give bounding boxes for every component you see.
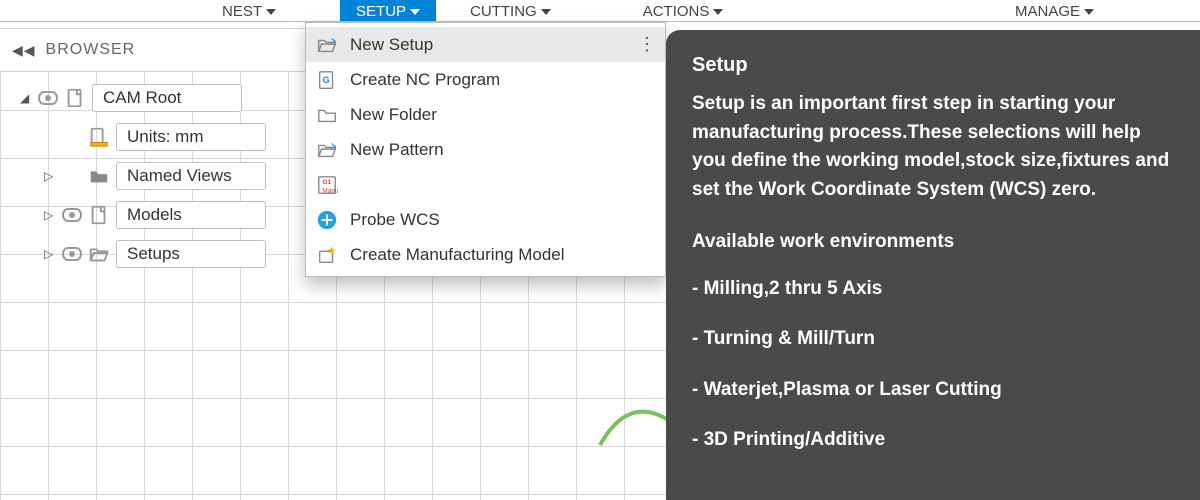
chevron-down-icon [410,9,420,15]
g-document-icon: G [316,69,338,91]
tooltip-env-item: - Waterjet,Plasma or Laser Cutting [692,376,1174,405]
menu-item-new-folder[interactable]: New Folder [306,97,665,132]
tree-label: CAM Root [92,84,242,112]
tree-row-units[interactable]: Units: mm [0,117,305,156]
folder-open-icon [88,243,110,265]
ruler-icon [88,126,110,148]
tooltip-description: Setup is an important first step in star… [692,90,1174,204]
toolbar-label: NEST [222,3,262,20]
menu-item-probe-wcs[interactable]: Probe WCS [306,202,665,237]
menu-item-create-mfg-model[interactable]: Create Manufacturing Model [306,237,665,272]
more-icon[interactable]: ⋮ [638,34,655,55]
menu-item-label: Probe WCS [350,210,440,230]
chevron-down-icon [541,9,551,15]
tree-row-models[interactable]: ▷ Models [0,195,305,234]
model-star-icon [316,244,338,266]
toolbar-actions[interactable]: ACTIONS [627,0,740,21]
menu-item-label: Create NC Program [350,70,500,90]
expander-icon[interactable]: ◢ [20,91,32,105]
g1g2-icon: G1Manual NC [316,174,338,196]
toolbar-label: SETUP [356,3,406,20]
toolbar-label: ACTIONS [643,3,710,20]
toolbar-cutting[interactable]: CUTTING [454,0,567,21]
chevron-down-icon [266,9,276,15]
tree-label: Units: mm [116,123,266,151]
menu-item-label: New Folder [350,105,437,125]
document-icon [88,204,110,226]
tree-label: Named Views [116,162,266,190]
folder-icon [88,165,110,187]
tooltip-env-item: - Turning & Mill/Turn [692,325,1174,354]
tooltip-title: Setup [692,50,1174,80]
toolbar-label: MANAGE [1015,3,1080,20]
toolbar-label: CUTTING [470,3,537,20]
toolbar-nest[interactable]: NEST [206,0,292,21]
browser-panel-header[interactable]: ◀◀ BROWSER [0,28,305,72]
expander-icon[interactable]: ▷ [44,208,56,222]
tree-row-cam-root[interactable]: ◢ CAM Root [0,78,305,117]
tree-row-setups[interactable]: ▷ Setups [0,234,305,273]
browser-tree: ◢ CAM Root Units: mm ▷ Named Views ▷ Mod… [0,78,305,273]
expander-icon[interactable]: ▷ [44,247,56,261]
menu-item-new-pattern[interactable]: New Pattern [306,132,665,167]
folder-icon [316,104,338,126]
tooltip-subhead: Available work environments [692,228,1174,257]
tooltip-env-item: - Milling,2 thru 5 Axis [692,275,1174,304]
collapse-left-icon[interactable]: ◀◀ [12,42,36,59]
folder-arrow-icon [316,34,338,56]
svg-text:G: G [323,74,330,84]
menu-item-manual-nc[interactable]: G1Manual NC [306,167,665,202]
svg-text:Manual NC: Manual NC [322,187,338,194]
tree-label: Models [116,201,266,229]
svg-text:G1: G1 [322,179,331,186]
setup-dropdown-menu: New Setup ⋮ G Create NC Program New Fold… [305,22,666,277]
probe-icon [316,209,338,231]
tooltip-panel: Setup Setup is an important first step i… [666,30,1200,500]
toolbar: NEST SETUP CUTTING ACTIONS MANAGE [0,0,1200,22]
menu-item-create-nc-program[interactable]: G Create NC Program [306,62,665,97]
toolbar-manage[interactable]: MANAGE [999,0,1110,21]
chevron-down-icon [1084,9,1094,15]
tooltip-env-item: - 3D Printing/Additive [692,426,1174,455]
visibility-eye-icon[interactable] [38,91,58,105]
browser-title: BROWSER [46,41,136,59]
toolbar-setup[interactable]: SETUP [340,0,436,21]
menu-item-label: New Pattern [350,140,444,160]
expander-icon[interactable]: ▷ [44,169,56,183]
tree-label: Setups [116,240,266,268]
menu-item-label: Create Manufacturing Model [350,245,565,265]
menu-item-new-setup[interactable]: New Setup ⋮ [306,27,665,62]
folder-arrow-icon [316,139,338,161]
tree-row-named-views[interactable]: ▷ Named Views [0,156,305,195]
visibility-eye-icon[interactable] [62,247,82,261]
chevron-down-icon [713,9,723,15]
menu-item-label: New Setup [350,35,433,55]
document-icon [64,87,86,109]
visibility-eye-icon[interactable] [62,208,82,222]
